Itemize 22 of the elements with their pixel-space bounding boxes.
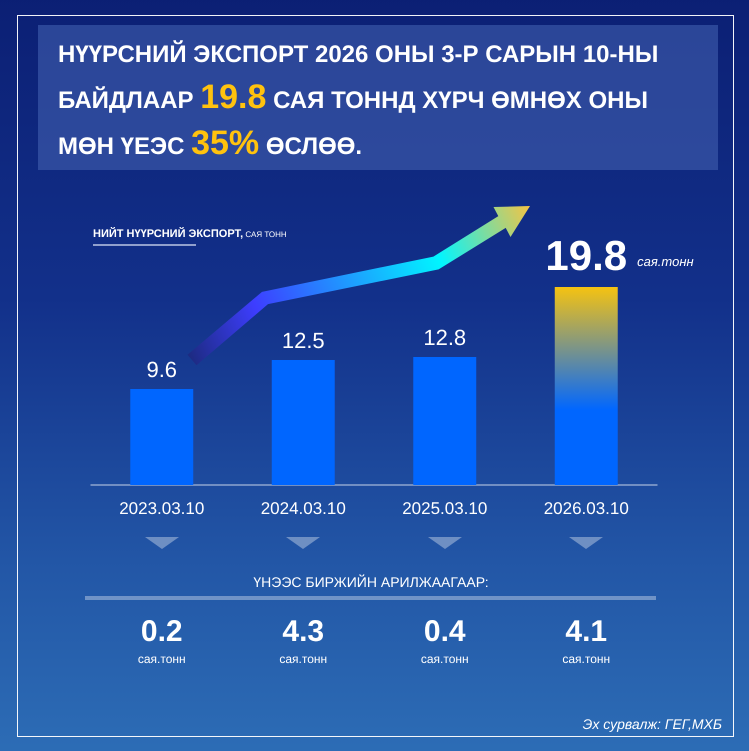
data-label: 0.4 xyxy=(422,615,467,649)
data-label: 19.8 xyxy=(545,232,628,279)
x-tick-label: 2023.03.10 xyxy=(119,498,204,518)
x-tick-label: 2024.03.10 xyxy=(260,498,346,518)
data-label: 9.6 xyxy=(146,357,178,382)
text: сая.тонн xyxy=(637,254,694,269)
text: сая.тонн xyxy=(138,652,186,666)
text: сая.тонн xyxy=(420,652,469,666)
x-tick-label: 2026.03.10 xyxy=(544,498,629,518)
data-label: 4.3 xyxy=(281,615,326,649)
chart-title: НҮҮРСНИЙ ЭКСПОРТ 2026 ОНЫ 3-Р САРЫН 10-НЫ БАЙДЛААР 19.8 САЯ ТОННД ХҮРЧ ӨМНӨХ ОНЫ МӨН ҮЕЭС 35% ӨСЛӨӨ. xyxy=(58,41,658,162)
data-label: 12.8 xyxy=(423,325,466,350)
data-label: 4.1 xyxy=(564,615,608,649)
text: Эх сурвалж: ГЕГ,МХБ xyxy=(582,716,722,732)
data-label: 12.5 xyxy=(282,328,325,353)
y-axis-title: САЯ ТОНН xyxy=(244,230,287,239)
chart-subtitle: НИЙТ НҮҮРСНИЙ ЭКСПОРТ, xyxy=(93,228,244,240)
data-label: 0.2 xyxy=(140,615,184,649)
text: ҮНЭЭС БИРЖИЙН АРИЛЖААГААР: xyxy=(253,574,489,590)
text: сая.тонн xyxy=(562,652,610,666)
text: сая.тонн xyxy=(279,652,328,666)
x-tick-label: 2025.03.10 xyxy=(402,498,488,518)
